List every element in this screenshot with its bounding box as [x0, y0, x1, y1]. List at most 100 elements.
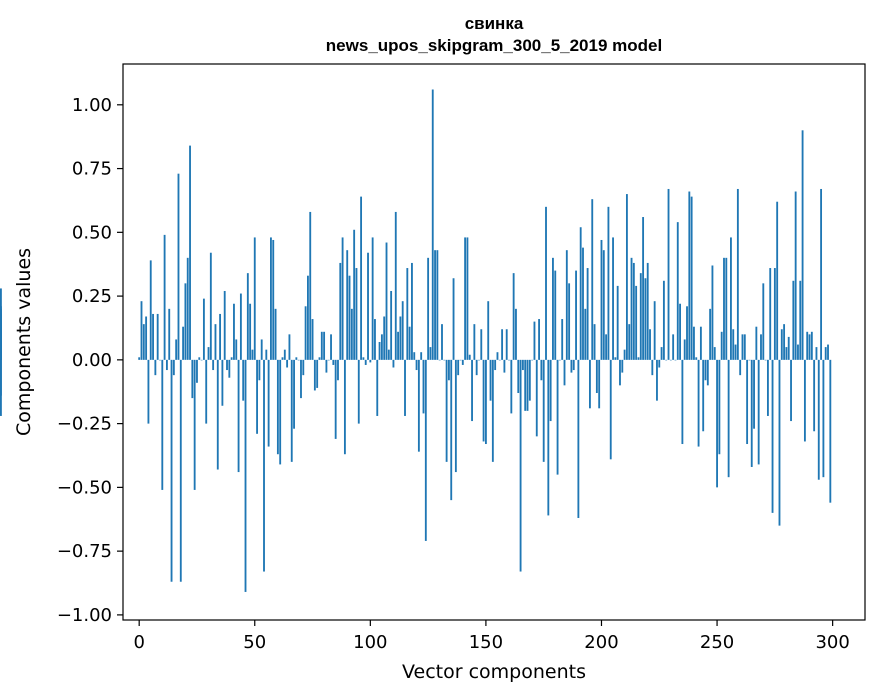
bar [801, 130, 804, 360]
bar [535, 359, 538, 437]
bar [348, 275, 351, 360]
bar [482, 359, 485, 442]
bar [417, 359, 420, 452]
bar [602, 250, 605, 360]
bar [159, 359, 161, 361]
bar [533, 321, 536, 360]
y-axis-ticks: −1.00 −0.75 −0.50 −0.25 0.00 0.25 0.50 0.75 1.00 [57, 95, 123, 626]
bar [484, 359, 487, 445]
bar [274, 308, 277, 360]
bar [473, 324, 476, 360]
x-axis-ticks: 0 50 100 150 200 250 300 [133, 620, 850, 653]
bar [810, 331, 813, 360]
bar [545, 206, 547, 360]
bar [445, 359, 448, 462]
bar [156, 313, 159, 360]
bar [279, 359, 282, 465]
bar [776, 201, 779, 360]
bar [253, 237, 256, 360]
bar [658, 359, 661, 368]
bar [380, 334, 383, 360]
bar [270, 237, 272, 360]
bar [267, 359, 270, 447]
bar [709, 308, 712, 360]
bar [681, 359, 684, 445]
bar [584, 308, 587, 360]
x-tick-label: 150 [469, 632, 503, 653]
y-tick-label: 0.25 [72, 286, 112, 307]
bar [496, 352, 499, 360]
bar [145, 316, 148, 360]
bar [341, 237, 344, 360]
bar [193, 359, 196, 490]
bar [693, 326, 695, 360]
bar [251, 349, 254, 360]
bar [521, 359, 524, 371]
bar [406, 268, 409, 360]
bar [471, 359, 473, 422]
bar [651, 359, 654, 376]
bar [353, 229, 356, 360]
bar [609, 359, 612, 460]
bar [494, 359, 497, 371]
bar [487, 301, 490, 360]
bar [152, 313, 154, 360]
bar [723, 257, 725, 360]
bar [785, 347, 788, 360]
bar [528, 359, 531, 401]
bar [503, 359, 506, 373]
bar [459, 359, 462, 361]
bar [803, 359, 806, 442]
bar [286, 359, 289, 368]
bar [699, 326, 702, 360]
bar [343, 359, 346, 455]
bar [177, 173, 180, 360]
bar [427, 257, 430, 360]
bar [787, 336, 790, 360]
bar [461, 359, 464, 365]
bar [672, 334, 675, 360]
y-tick-label: 0.75 [72, 159, 112, 180]
bar [0, 359, 2, 396]
bar [549, 359, 552, 422]
bar [510, 359, 513, 414]
bar [561, 319, 564, 360]
bar [295, 357, 298, 360]
bar [228, 359, 231, 378]
bar [272, 239, 275, 360]
bar [202, 298, 205, 360]
bar [179, 359, 182, 582]
bar [330, 334, 332, 360]
bar [168, 308, 171, 360]
plot-frame [122, 63, 866, 621]
bar [690, 196, 693, 360]
bar [207, 347, 210, 360]
bar [799, 280, 802, 360]
bar [505, 329, 508, 360]
bar [327, 359, 330, 361]
bar [570, 359, 573, 373]
bar [138, 357, 141, 360]
bar [429, 347, 432, 360]
bar [205, 359, 208, 424]
y-tick-label: −0.25 [57, 414, 112, 435]
bar [589, 359, 591, 409]
bar [334, 359, 337, 439]
bar [175, 339, 178, 360]
bar [422, 359, 425, 414]
x-axis-label: Vector components [402, 661, 586, 683]
x-tick-label: 200 [584, 632, 618, 653]
x-tick-label: 50 [243, 632, 266, 653]
bar [538, 319, 540, 360]
bar [281, 357, 284, 360]
bar [642, 217, 645, 360]
bar [142, 324, 145, 360]
bar [711, 265, 714, 360]
bar [362, 357, 365, 360]
bar [741, 334, 744, 360]
bar [371, 237, 374, 360]
bar [621, 359, 624, 373]
bar [600, 239, 603, 360]
bar [568, 283, 571, 360]
